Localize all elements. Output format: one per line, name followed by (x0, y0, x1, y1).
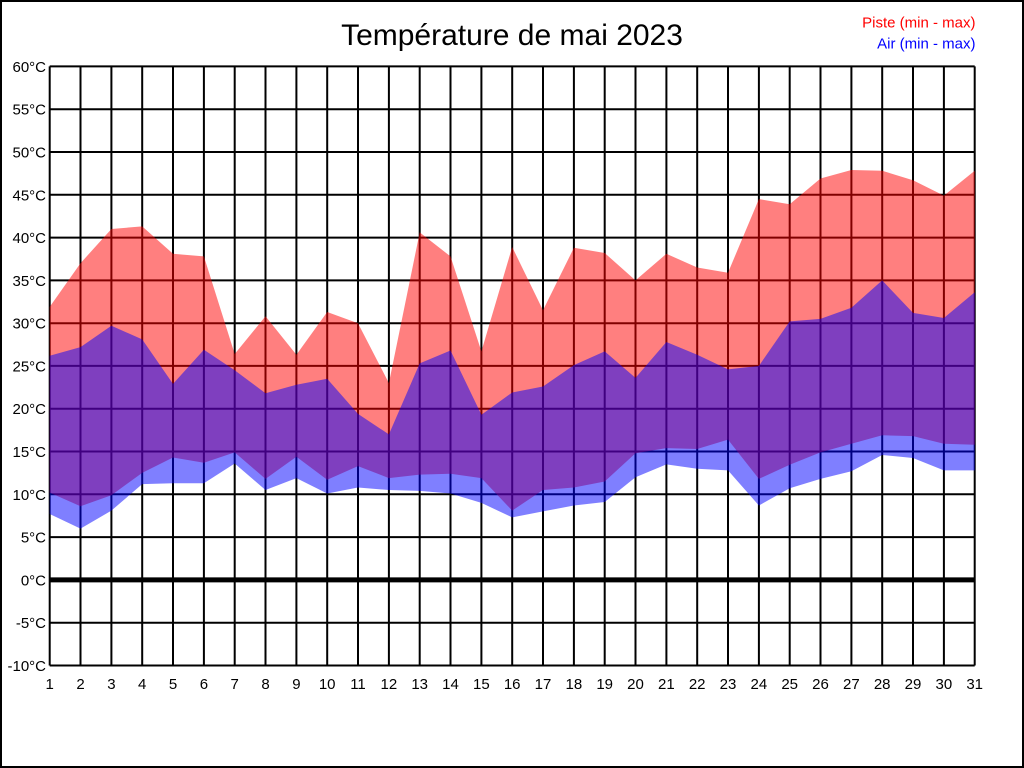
svg-text:25°C: 25°C (12, 358, 46, 375)
svg-text:7: 7 (231, 676, 239, 693)
svg-text:13: 13 (411, 676, 428, 693)
svg-text:27: 27 (843, 676, 860, 693)
svg-text:9: 9 (292, 676, 300, 693)
svg-text:15°C: 15°C (12, 444, 46, 461)
svg-text:10: 10 (319, 676, 336, 693)
svg-text:16: 16 (504, 676, 521, 693)
svg-text:8: 8 (261, 676, 269, 693)
svg-text:24: 24 (751, 676, 768, 693)
svg-text:11: 11 (350, 676, 366, 693)
svg-text:-10°C: -10°C (7, 658, 46, 675)
svg-text:3: 3 (107, 676, 115, 693)
svg-text:14: 14 (442, 676, 459, 693)
svg-text:Air (min - max): Air (min - max) (877, 36, 975, 53)
svg-text:17: 17 (535, 676, 552, 693)
svg-text:28: 28 (874, 676, 891, 693)
svg-text:31: 31 (966, 676, 983, 693)
svg-text:-5°C: -5°C (16, 615, 46, 632)
svg-text:19: 19 (596, 676, 613, 693)
svg-text:2: 2 (76, 676, 84, 693)
svg-text:20°C: 20°C (12, 401, 46, 418)
svg-text:30: 30 (936, 676, 953, 693)
svg-text:10°C: 10°C (12, 487, 46, 504)
svg-text:15: 15 (473, 676, 490, 693)
svg-text:22: 22 (689, 676, 706, 693)
svg-text:25: 25 (781, 676, 798, 693)
svg-text:30°C: 30°C (12, 316, 46, 333)
svg-text:Piste (min - max): Piste (min - max) (862, 14, 975, 31)
svg-text:26: 26 (812, 676, 829, 693)
svg-text:1: 1 (46, 676, 54, 693)
svg-text:20: 20 (627, 676, 644, 693)
svg-text:35°C: 35°C (12, 273, 46, 290)
svg-text:18: 18 (566, 676, 583, 693)
svg-text:5: 5 (169, 676, 177, 693)
svg-text:40°C: 40°C (12, 230, 46, 247)
svg-text:50°C: 50°C (12, 145, 46, 162)
svg-text:6: 6 (200, 676, 208, 693)
svg-text:23: 23 (720, 676, 737, 693)
svg-text:12: 12 (381, 676, 398, 693)
svg-text:29: 29 (905, 676, 922, 693)
svg-text:5°C: 5°C (21, 530, 46, 547)
svg-text:60°C: 60°C (12, 59, 46, 76)
svg-text:21: 21 (658, 676, 675, 693)
svg-text:55°C: 55°C (12, 102, 46, 119)
svg-text:0°C: 0°C (21, 572, 46, 589)
svg-text:Température de mai 2023: Température de mai 2023 (341, 19, 683, 52)
svg-text:45°C: 45°C (12, 187, 46, 204)
svg-text:4: 4 (138, 676, 146, 693)
